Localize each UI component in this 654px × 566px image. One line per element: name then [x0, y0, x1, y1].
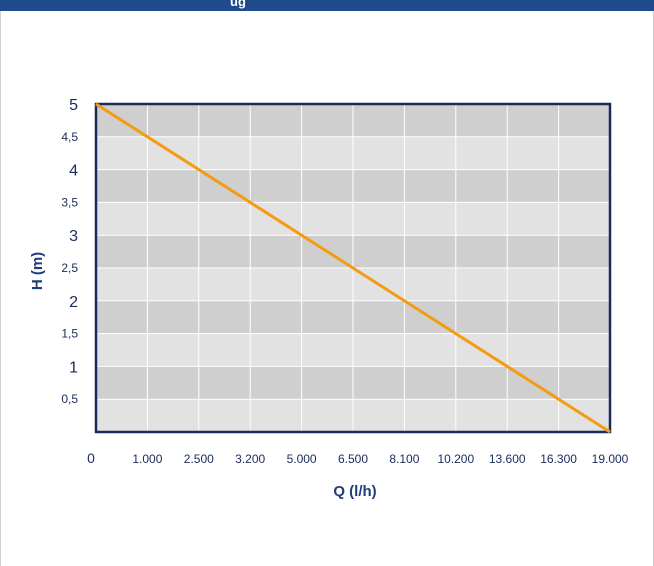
x-tick-label: 6.500 — [338, 452, 368, 466]
y-tick-label: 3 — [69, 228, 78, 245]
x-tick-label: 5.000 — [287, 452, 317, 466]
series-line — [95, 102, 611, 434]
frame-left-border — [0, 11, 1, 566]
header-bar: ug — [0, 0, 654, 11]
x-tick-label: 8.100 — [389, 452, 419, 466]
x-tick-label: 16.300 — [540, 452, 577, 466]
x-axis-title: Q (l/h) — [333, 483, 376, 500]
y-tick-label: 5 — [69, 97, 78, 114]
x-tick-label: 2.500 — [184, 452, 214, 466]
plot-frame — [94, 102, 612, 434]
y-tick-label: 3,5 — [61, 195, 78, 209]
x-tick-label: 19.000 — [592, 452, 629, 466]
x-tick-label: 0 — [87, 450, 95, 466]
x-tick-label: 10.200 — [437, 452, 474, 466]
y-tick-label: 4,5 — [61, 130, 78, 144]
y-tick-label: 0,5 — [61, 392, 78, 406]
x-tick-label: 3.200 — [235, 452, 265, 466]
y-axis-title: H (m) — [29, 252, 46, 290]
y-tick-labels: 0,5 1 1,5 2 2,5 3 3,5 4 4,5 5 — [61, 97, 78, 406]
y-tick-label: 2 — [69, 294, 78, 311]
x-tick-labels: 0 1.000 2.500 3.200 5.000 6.500 8.100 10.200 13.… — [87, 450, 629, 466]
header-title-fragment: ug — [230, 0, 246, 9]
y-tick-label: 1 — [69, 359, 78, 376]
x-tick-label: 13.600 — [489, 452, 526, 466]
y-tick-label: 2,5 — [61, 261, 78, 275]
y-tick-label: 1,5 — [61, 327, 78, 341]
y-tick-label: 4 — [69, 163, 78, 180]
x-tick-label: 1.000 — [132, 452, 162, 466]
